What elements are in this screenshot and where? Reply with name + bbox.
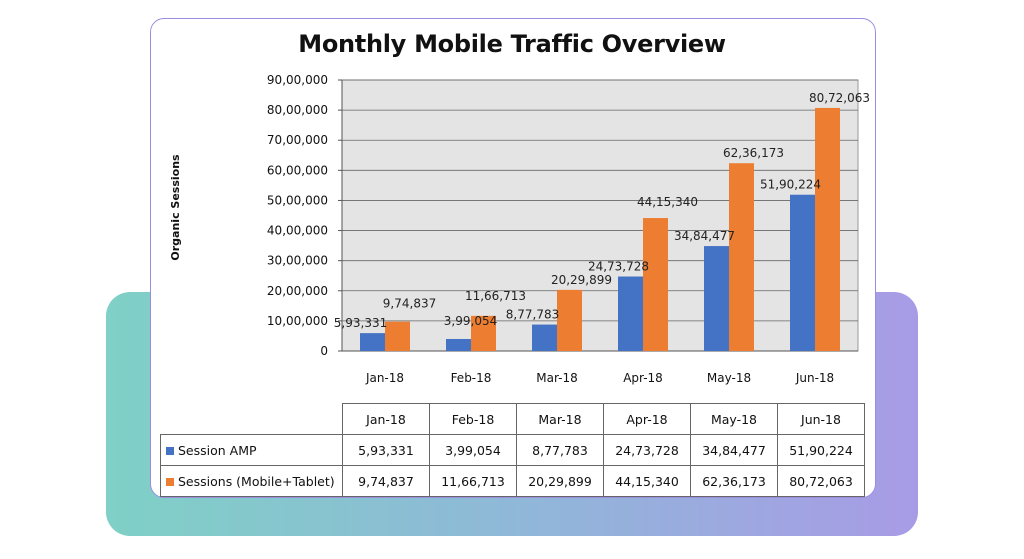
bar xyxy=(643,218,668,351)
table-cell: 80,72,063 xyxy=(778,466,865,497)
table-header-cell: Jun-18 xyxy=(778,404,865,435)
bar xyxy=(385,322,410,351)
data-table: Jan-18 Feb-18 Mar-18 Apr-18 May-18 Jun-1… xyxy=(160,403,865,497)
y-axis-label: Organic Sessions xyxy=(169,154,182,261)
table-header-cell: Mar-18 xyxy=(517,404,604,435)
table-header-cell: Jan-18 xyxy=(343,404,430,435)
legend-label: Session AMP xyxy=(178,443,257,458)
table-cell: 5,93,331 xyxy=(343,435,430,466)
x-tick-label: Feb-18 xyxy=(451,371,492,385)
bar xyxy=(790,195,815,351)
table-header-cell: Feb-18 xyxy=(430,404,517,435)
legend-entry-session-amp: Session AMP xyxy=(161,435,343,466)
bar xyxy=(618,277,643,351)
table-header-row: Jan-18 Feb-18 Mar-18 Apr-18 May-18 Jun-1… xyxy=(161,404,865,435)
legend-swatch-orange xyxy=(166,478,174,486)
table-cell: 34,84,477 xyxy=(691,435,778,466)
table-header-cell: May-18 xyxy=(691,404,778,435)
bar xyxy=(815,108,840,351)
table-cell: 11,66,713 xyxy=(430,466,517,497)
y-tick-label: 50,00,000 xyxy=(267,193,328,207)
data-label: 11,66,713 xyxy=(465,289,526,303)
y-tick-label: 30,00,000 xyxy=(267,254,328,268)
y-tick-label: 90,00,000 xyxy=(267,73,328,87)
bar xyxy=(360,333,385,351)
data-label: 44,15,340 xyxy=(637,195,698,209)
table-cell: 62,36,173 xyxy=(691,466,778,497)
table-header-cell: Apr-18 xyxy=(604,404,691,435)
bar xyxy=(446,339,471,351)
x-tick-label: Jan-18 xyxy=(365,371,404,385)
table-corner-cell xyxy=(161,404,343,435)
y-tick-label: 20,00,000 xyxy=(267,284,328,298)
table-row-sessions-mobile-tablet: Sessions (Mobile+Tablet) 9,74,837 11,66,… xyxy=(161,466,865,497)
y-tick-label: 60,00,000 xyxy=(267,163,328,177)
legend-entry-sessions-mobile-tablet: Sessions (Mobile+Tablet) xyxy=(161,466,343,497)
data-label: 5,93,331 xyxy=(334,316,387,330)
legend-label: Sessions (Mobile+Tablet) xyxy=(178,474,335,489)
y-tick-label: 10,00,000 xyxy=(267,314,328,328)
y-tick-label: 0 xyxy=(320,344,328,358)
table-cell: 8,77,783 xyxy=(517,435,604,466)
table-cell: 44,15,340 xyxy=(604,466,691,497)
y-tick-label: 40,00,000 xyxy=(267,224,328,238)
legend-swatch-blue xyxy=(166,447,174,455)
table-row-session-amp: Session AMP 5,93,331 3,99,054 8,77,783 2… xyxy=(161,435,865,466)
data-label: 3,99,054 xyxy=(444,314,497,328)
table-cell: 9,74,837 xyxy=(343,466,430,497)
data-label: 24,73,728 xyxy=(588,260,649,274)
bar xyxy=(532,325,557,351)
data-label: 80,72,063 xyxy=(809,91,870,105)
table-cell: 24,73,728 xyxy=(604,435,691,466)
y-tick-label: 80,00,000 xyxy=(267,103,328,117)
bar xyxy=(729,163,754,351)
bar xyxy=(557,290,582,351)
table-cell: 20,29,899 xyxy=(517,466,604,497)
x-tick-label: Apr-18 xyxy=(623,371,663,385)
data-label: 9,74,837 xyxy=(383,297,436,311)
y-tick-label: 70,00,000 xyxy=(267,133,328,147)
data-label: 62,36,173 xyxy=(723,146,784,160)
bar xyxy=(704,246,729,351)
table-cell: 3,99,054 xyxy=(430,435,517,466)
data-label: 20,29,899 xyxy=(551,273,612,287)
data-label: 51,90,224 xyxy=(760,178,821,192)
x-tick-label: Jun-18 xyxy=(795,371,834,385)
data-label: 8,77,783 xyxy=(506,308,559,322)
x-tick-label: May-18 xyxy=(707,371,751,385)
table-cell: 51,90,224 xyxy=(778,435,865,466)
x-tick-label: Mar-18 xyxy=(536,371,577,385)
data-label: 34,84,477 xyxy=(674,229,735,243)
